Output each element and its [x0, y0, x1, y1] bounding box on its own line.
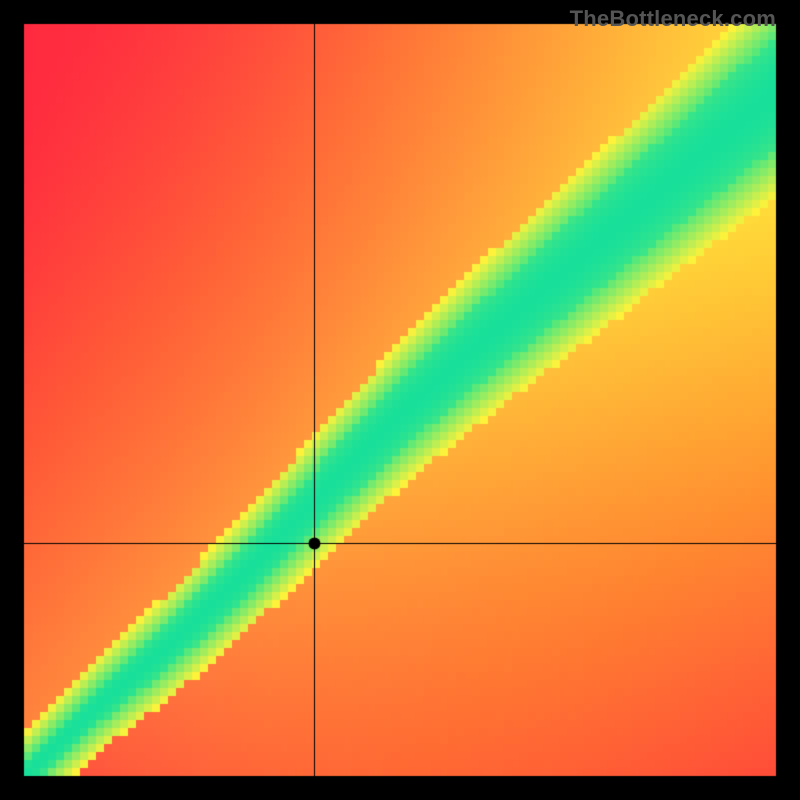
chart-wrapper: TheBottleneck.com: [0, 0, 800, 800]
watermark-text: TheBottleneck.com: [570, 6, 776, 32]
bottleneck-heatmap-canvas: [0, 0, 800, 800]
